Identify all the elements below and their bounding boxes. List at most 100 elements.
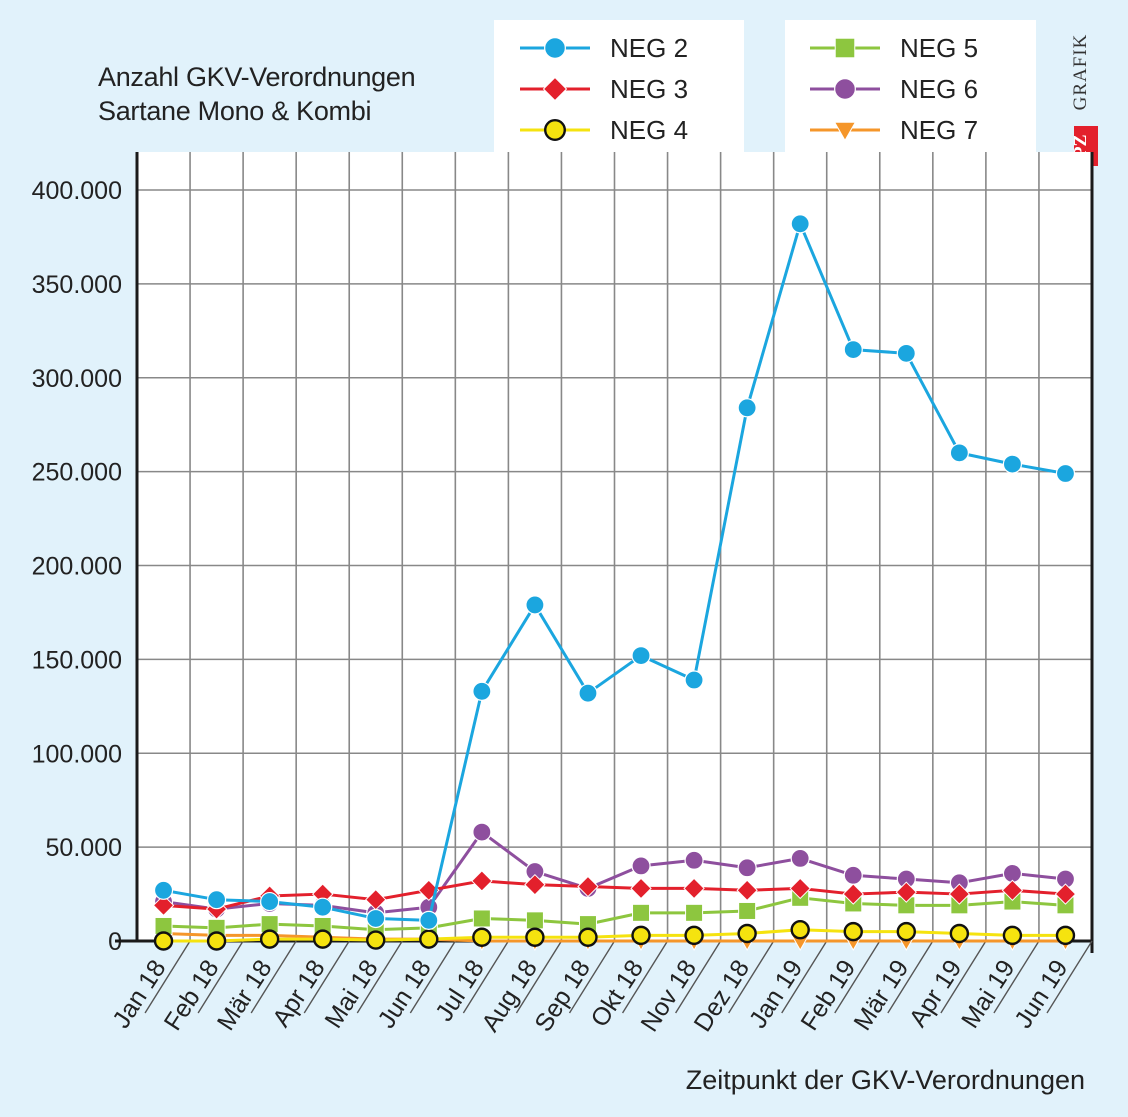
x-tick-mark bbox=[197, 940, 244, 1014]
data-point-neg-3 bbox=[577, 875, 599, 898]
data-point-neg-2 bbox=[1055, 463, 1076, 484]
data-point-neg-4 bbox=[684, 925, 704, 946]
data-point-neg-3 bbox=[630, 877, 652, 900]
y-tick-label: 350.000 bbox=[32, 271, 122, 299]
data-point-neg-2 bbox=[684, 670, 704, 690]
data-point-neg-6 bbox=[684, 850, 704, 870]
data-point-neg-2 bbox=[525, 595, 545, 615]
data-point-neg-4 bbox=[896, 921, 917, 942]
data-point-neg-4 bbox=[153, 931, 174, 951]
data-point-neg-5 bbox=[525, 911, 544, 930]
legend-label-neg-6: NEG 6 bbox=[900, 74, 978, 104]
x-tick-mark bbox=[993, 940, 1040, 1014]
x-tick-label: Feb 19 bbox=[795, 955, 861, 1036]
data-point-neg-3 bbox=[152, 894, 175, 917]
data-point-neg-5 bbox=[632, 903, 651, 922]
data-point-neg-4 bbox=[472, 927, 492, 947]
legend-label-neg-7: NEG 7 bbox=[900, 115, 978, 145]
data-point-neg-3 bbox=[842, 883, 864, 905]
x-tick-label: Mär 19 bbox=[848, 955, 914, 1036]
legend-marker-neg-6 bbox=[834, 78, 856, 100]
legend-label-neg-5: NEG 5 bbox=[900, 33, 978, 63]
data-point-neg-4 bbox=[578, 927, 598, 947]
x-tick-mark bbox=[144, 940, 191, 1014]
x-tick-label: Mär 18 bbox=[212, 955, 278, 1036]
legend-label-neg-3: NEG 3 bbox=[610, 74, 688, 104]
data-point-neg-4 bbox=[790, 920, 810, 940]
data-point-neg-6 bbox=[472, 822, 492, 842]
data-point-neg-6 bbox=[843, 865, 863, 885]
data-point-neg-4 bbox=[259, 929, 280, 949]
x-tick-mark bbox=[462, 940, 509, 1014]
y-tick-label: 250.000 bbox=[32, 459, 122, 487]
data-point-neg-4 bbox=[312, 929, 333, 949]
data-point-neg-5 bbox=[685, 903, 704, 922]
x-tick-mark bbox=[1046, 940, 1093, 1014]
legend-marker-neg-2 bbox=[544, 37, 566, 59]
data-point-neg-6 bbox=[631, 856, 651, 876]
x-tick-mark bbox=[834, 940, 881, 1014]
data-point-neg-2 bbox=[737, 398, 757, 418]
y-tick-label: 150.000 bbox=[32, 646, 122, 674]
legend-marker-neg-5 bbox=[834, 37, 856, 59]
data-point-neg-3 bbox=[471, 870, 493, 892]
x-tick-label: Jun 19 bbox=[1009, 955, 1073, 1033]
data-point-neg-2 bbox=[472, 681, 492, 701]
y-tick-label: 300.000 bbox=[32, 365, 122, 393]
x-tick-mark bbox=[621, 940, 669, 1014]
x-tick-label: Sep 18 bbox=[529, 955, 596, 1037]
svg-text:GRAFIK: GRAFIK bbox=[1070, 34, 1091, 111]
data-point-neg-3 bbox=[683, 877, 705, 900]
data-point-neg-2 bbox=[949, 443, 969, 463]
data-point-neg-4 bbox=[419, 929, 439, 949]
y-tick-label: 100.000 bbox=[32, 740, 122, 768]
data-point-neg-2 bbox=[366, 908, 386, 929]
data-point-neg-3 bbox=[948, 883, 971, 905]
data-point-neg-6 bbox=[790, 848, 810, 868]
x-tick-label: Dez 18 bbox=[689, 955, 756, 1037]
x-tick-label: Jun 18 bbox=[372, 955, 436, 1033]
data-point-neg-3 bbox=[524, 873, 546, 896]
chart-subtitle: Sartane Mono & Kombi bbox=[98, 96, 372, 126]
data-point-neg-2 bbox=[419, 910, 439, 930]
data-point-neg-2 bbox=[790, 214, 810, 234]
data-point-neg-6 bbox=[737, 858, 757, 878]
legend-marker-neg-4 bbox=[544, 119, 566, 141]
x-tick-label: Apr 19 bbox=[904, 955, 968, 1032]
data-point-neg-3 bbox=[736, 879, 758, 902]
legend-right bbox=[785, 20, 1036, 163]
x-tick-mark bbox=[940, 940, 987, 1014]
data-point-neg-5 bbox=[472, 909, 491, 928]
data-point-neg-2 bbox=[1002, 454, 1023, 474]
x-tick-label: Feb 18 bbox=[159, 955, 225, 1036]
chart-title: Anzahl GKV-Verordnungen bbox=[98, 62, 416, 92]
data-point-neg-3 bbox=[789, 877, 811, 900]
x-tick-label: Mai 19 bbox=[956, 955, 1020, 1033]
data-point-neg-2 bbox=[206, 890, 227, 910]
data-point-neg-4 bbox=[737, 923, 757, 944]
y-tick-label: 400.000 bbox=[32, 177, 122, 205]
data-point-neg-5 bbox=[738, 901, 757, 920]
data-point-neg-2 bbox=[896, 343, 916, 363]
data-point-neg-3 bbox=[1054, 883, 1077, 905]
data-point-neg-2 bbox=[631, 646, 651, 666]
x-tick-mark bbox=[568, 940, 616, 1014]
data-point-neg-2 bbox=[313, 897, 333, 917]
x-tick-mark bbox=[675, 940, 722, 1014]
x-tick-mark bbox=[728, 940, 775, 1014]
data-point-neg-4 bbox=[1055, 925, 1076, 946]
data-point-neg-4 bbox=[206, 931, 227, 951]
x-tick-mark bbox=[250, 940, 297, 1014]
x-axis-label: Zeitpunkt der GKV-Verordnungen bbox=[686, 1065, 1085, 1095]
legend-label-neg-4: NEG 4 bbox=[610, 115, 688, 145]
legend-marker-neg-7 bbox=[833, 121, 857, 142]
data-point-neg-4 bbox=[366, 930, 386, 950]
data-point-neg-4 bbox=[1002, 925, 1023, 946]
data-point-neg-2 bbox=[153, 880, 174, 900]
x-tick-mark bbox=[781, 940, 828, 1014]
data-point-neg-4 bbox=[631, 925, 651, 946]
x-tick-mark bbox=[515, 940, 563, 1014]
data-point-neg-2 bbox=[578, 683, 598, 703]
x-tick-label: Apr 18 bbox=[267, 955, 331, 1032]
